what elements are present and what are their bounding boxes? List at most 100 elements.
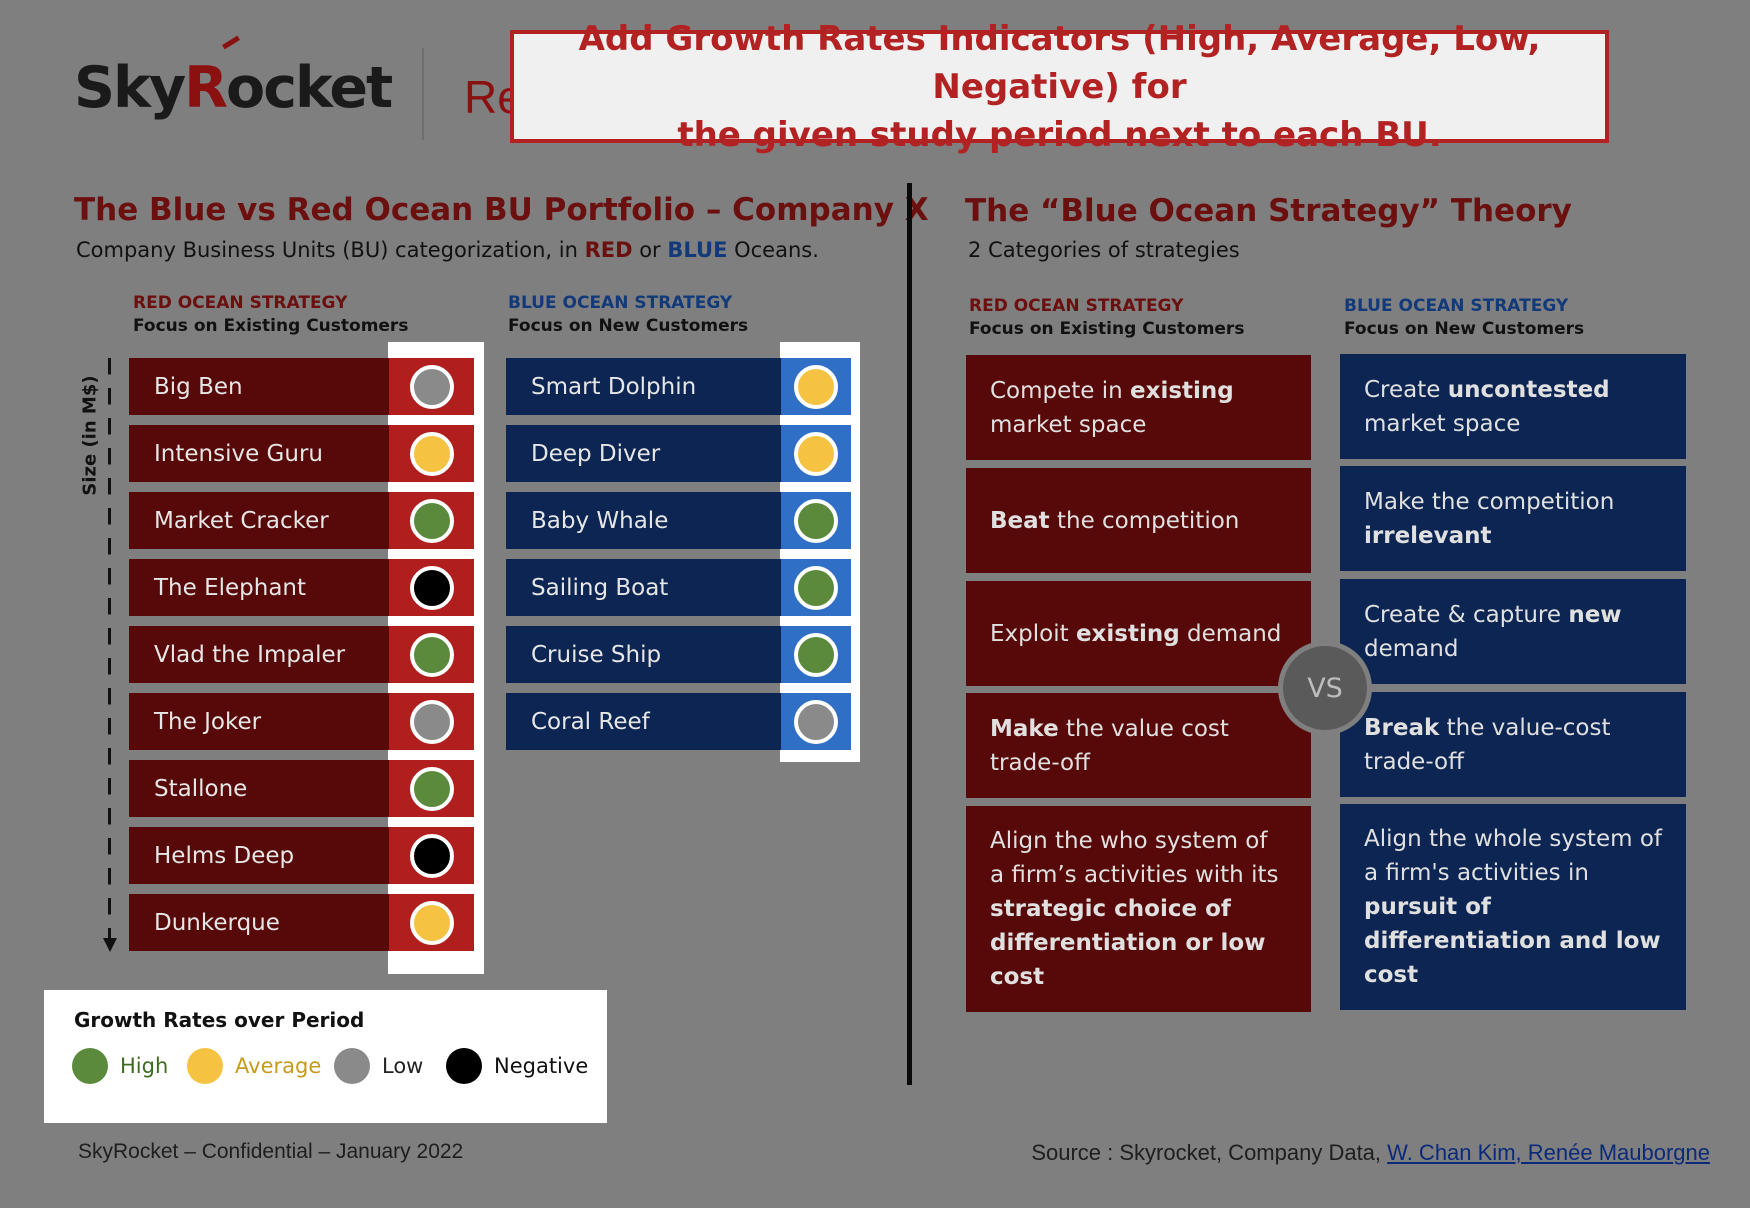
size-axis-line: [108, 358, 111, 948]
footer-source: Source : Skyrocket, Company Data, W. Cha…: [1031, 1140, 1710, 1165]
average-dot-icon: [409, 900, 454, 945]
red-strategy-box: Compete in existing market space: [966, 355, 1311, 460]
portfolio-subtitle: Company Business Units (BU) categorizati…: [76, 238, 819, 262]
blue-strategy-box: Make the competition irrelevant: [1340, 466, 1686, 571]
box-text: Make: [990, 715, 1059, 742]
bu-name: Baby Whale: [506, 492, 781, 549]
box-text: existing: [1075, 620, 1180, 647]
growth-indicator: [389, 760, 474, 817]
theory-red-header: RED OCEAN STRATEGY: [969, 296, 1184, 316]
box-text: strategic choice of differentiation or l…: [990, 896, 1266, 990]
bu-name: Market Cracker: [129, 492, 389, 549]
bu-row: Cruise Ship: [506, 626, 851, 683]
box-text: Exploit: [990, 620, 1076, 647]
box-text: the value cost trade-off: [990, 715, 1229, 776]
bu-row: Baby Whale: [506, 492, 851, 549]
negative-dot-icon: [446, 1048, 482, 1084]
source-link[interactable]: W. Chan Kim, Renée Mauborgne: [1387, 1140, 1710, 1165]
growth-indicator: [781, 492, 851, 549]
growth-indicator: [389, 693, 474, 750]
growth-indicator: [389, 425, 474, 482]
bu-name: Vlad the Impaler: [129, 626, 389, 683]
red-strategy-box: Exploit existing demand: [966, 581, 1311, 686]
bu-row: Intensive Guru: [129, 425, 474, 482]
header-divider: [422, 48, 424, 140]
box-text: market space: [990, 411, 1147, 438]
bu-row: Coral Reef: [506, 693, 851, 750]
growth-indicator: [389, 559, 474, 616]
box-text: pursuit of differentiation and low cost: [1364, 894, 1661, 988]
blue-strategy-box: Create uncontested market space: [1340, 354, 1686, 459]
size-axis-arrow-icon: [103, 938, 117, 952]
blue-strategy-box: Break the value-cost trade-off: [1340, 692, 1686, 797]
callout-line-1: Add Growth Rates Indicators (High, Avera…: [578, 18, 1541, 107]
theory-blue-header: BLUE OCEAN STRATEGY: [1344, 296, 1569, 316]
size-axis-label: Size (in M$): [79, 375, 101, 496]
callout-line-2: the given study period next to each BU.: [677, 114, 1442, 155]
bu-name: The Elephant: [129, 559, 389, 616]
low-dot-icon: [334, 1048, 370, 1084]
bu-row: Deep Diver: [506, 425, 851, 482]
growth-indicator: [781, 626, 851, 683]
theory-red-subheader: Focus on Existing Customers: [969, 319, 1245, 339]
bu-row: Stallone: [129, 760, 474, 817]
average-dot-icon: [187, 1048, 223, 1084]
box-text: market space: [1364, 410, 1521, 437]
box-text: the competition: [1049, 507, 1240, 534]
blue-ocean-header: BLUE OCEAN STRATEGY: [508, 293, 733, 313]
portfolio-title: The Blue vs Red Ocean BU Portfolio – Com…: [74, 192, 929, 228]
skyrocket-logo: SkyR ocket: [74, 35, 393, 117]
bu-row: Big Ben: [129, 358, 474, 415]
growth-indicator: [389, 827, 474, 884]
blue-strategy-box: Create & capture new demand: [1340, 579, 1686, 684]
vs-badge: VS: [1278, 641, 1372, 735]
bu-name: The Joker: [129, 693, 389, 750]
high-dot-icon: [409, 632, 454, 677]
high-dot-icon: [794, 632, 838, 677]
bu-name: Coral Reef: [506, 693, 781, 750]
bu-name: Cruise Ship: [506, 626, 781, 683]
box-text: Make the competition: [1364, 488, 1615, 515]
growth-indicator: [389, 626, 474, 683]
bu-row: Smart Dolphin: [506, 358, 851, 415]
red-ocean-header: RED OCEAN STRATEGY: [133, 293, 348, 313]
bu-name: Helms Deep: [129, 827, 389, 884]
growth-indicator: [389, 358, 474, 415]
bu-name: Intensive Guru: [129, 425, 389, 482]
average-dot-icon: [794, 431, 838, 476]
growth-indicator: [389, 894, 474, 951]
bu-row: Market Cracker: [129, 492, 474, 549]
box-text: Align the whole system of a firm's activ…: [1364, 826, 1663, 886]
theory-blue-subheader: Focus on New Customers: [1344, 319, 1585, 339]
box-text: Break: [1364, 714, 1440, 741]
footer-confidential: SkyRocket – Confidential – January 2022: [78, 1140, 464, 1163]
box-text: Create: [1364, 376, 1448, 403]
bu-row: Sailing Boat: [506, 559, 851, 616]
bu-name: Sailing Boat: [506, 559, 781, 616]
red-ocean-subheader: Focus on Existing Customers: [133, 316, 409, 336]
bu-row: The Joker: [129, 693, 474, 750]
blue-ocean-subheader: Focus on New Customers: [508, 316, 749, 336]
legend-label-low: Low: [382, 1054, 424, 1078]
growth-legend: Growth Rates over Period High Average Lo…: [44, 990, 607, 1123]
high-dot-icon: [794, 565, 838, 610]
bu-row: Vlad the Impaler: [129, 626, 474, 683]
legend-label-high: High: [120, 1054, 169, 1078]
legend-label-average: Average: [235, 1054, 322, 1078]
theory-title: The “Blue Ocean Strategy” Theory: [965, 193, 1572, 229]
negative-dot-icon: [409, 565, 454, 610]
bu-row: Dunkerque: [129, 894, 474, 951]
box-text: uncontested: [1447, 376, 1610, 403]
growth-indicator: [781, 693, 851, 750]
bu-name: Stallone: [129, 760, 389, 817]
legend-item-average: Average: [187, 1048, 321, 1084]
high-dot-icon: [72, 1048, 108, 1084]
legend-item-low: Low: [334, 1048, 423, 1084]
box-text: irrelevant: [1364, 522, 1492, 549]
box-text: demand: [1364, 635, 1459, 662]
box-text: the value-cost trade-off: [1364, 714, 1611, 775]
legend-item-negative: Negative: [446, 1048, 588, 1084]
box-text: demand: [1179, 620, 1282, 647]
growth-indicator: [781, 559, 851, 616]
red-strategy-box: Beat the competition: [966, 468, 1311, 573]
